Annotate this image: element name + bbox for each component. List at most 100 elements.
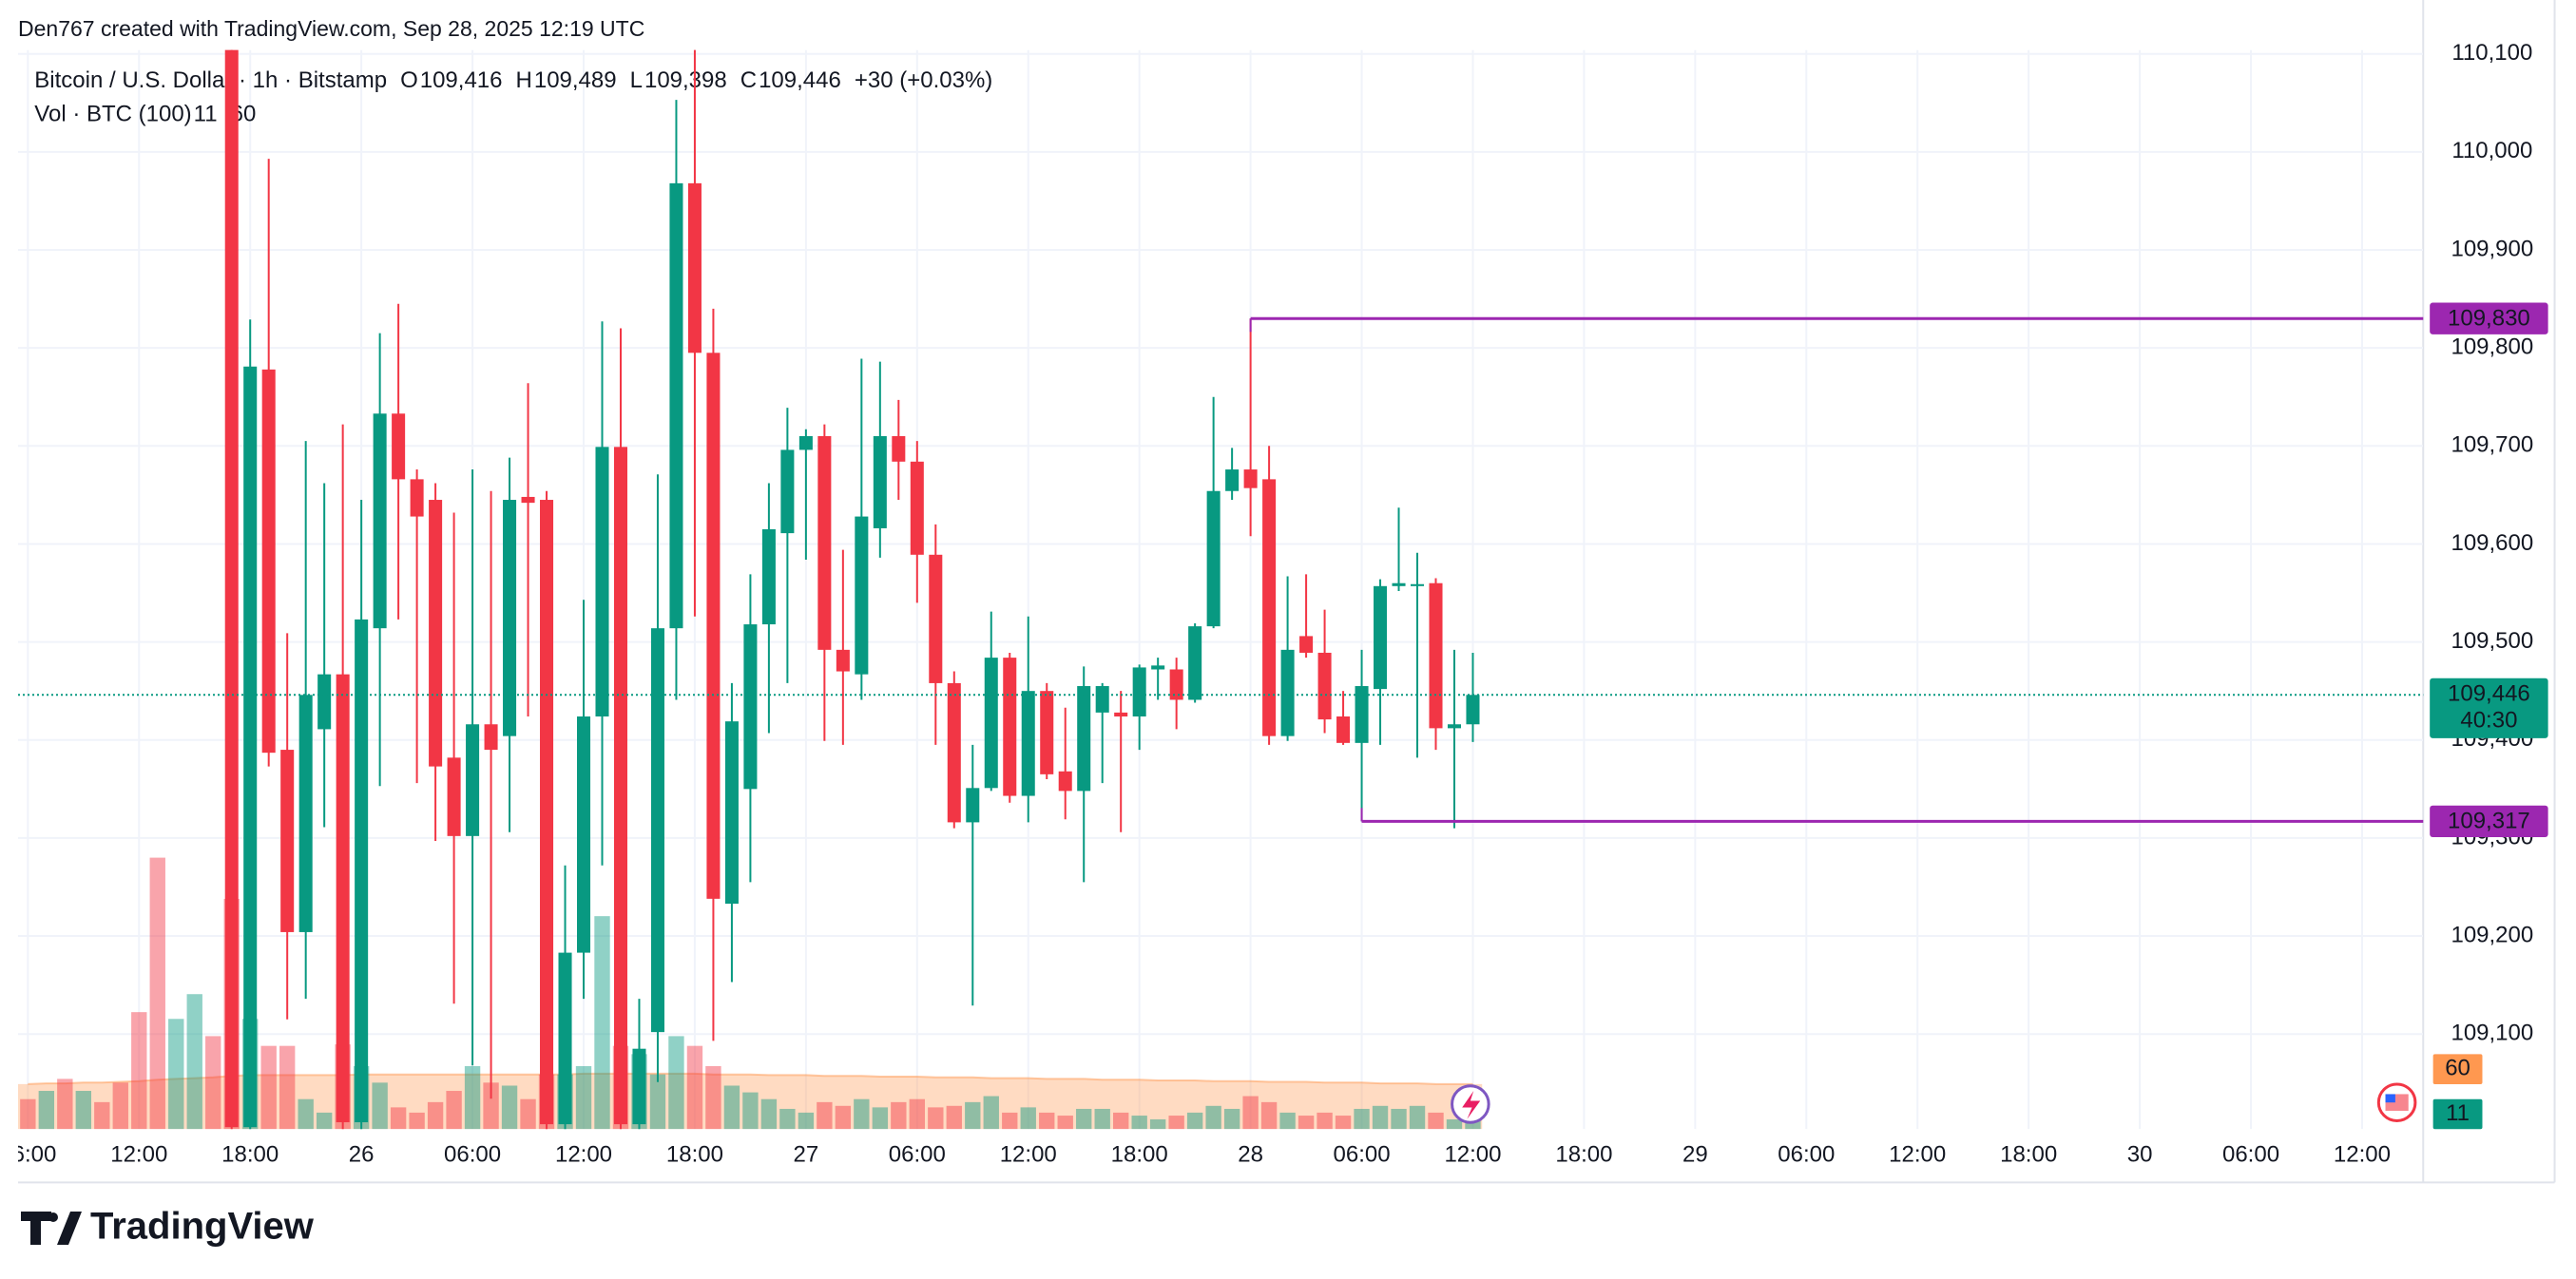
- header-symbol: Bitcoin / U.S. Dollar · 1h · Bitstamp: [34, 67, 387, 93]
- volume-bar: [1335, 1116, 1352, 1130]
- header-vol-label: Vol · BTC (100): [34, 101, 191, 126]
- candle-body: [429, 500, 443, 767]
- price-label-box: [2430, 805, 2548, 838]
- x-tick-label: 18:00: [2000, 1142, 2057, 1168]
- candle-body: [1392, 582, 1406, 586]
- volume-bar: [854, 1098, 870, 1130]
- candle-body: [466, 724, 480, 836]
- volume-ma-label: 60: [2445, 1056, 2470, 1081]
- header-l-label: L: [630, 67, 643, 93]
- candle-body: [1095, 686, 1109, 713]
- volume-bar: [1113, 1112, 1129, 1130]
- volume-bar: [1465, 1120, 1481, 1130]
- candle-body: [1003, 658, 1017, 796]
- x-tick-label: 12:00: [2334, 1142, 2391, 1168]
- volume-bar: [279, 1045, 296, 1130]
- x-tick-label: 06:00: [1778, 1142, 1835, 1168]
- volume-bar: [742, 1092, 759, 1130]
- candle-body: [576, 716, 591, 953]
- header-h: 109,489: [534, 67, 617, 93]
- header-o-label: O: [400, 67, 418, 93]
- candle-body: [484, 724, 498, 751]
- header-c-label: C: [740, 67, 757, 93]
- candle-body: [1225, 469, 1240, 491]
- volume-ma-area: [18, 1073, 1483, 1130]
- header-c: 109,446: [759, 67, 841, 93]
- x-tick-label: 12:00: [1000, 1142, 1057, 1168]
- header-o: 109,416: [420, 67, 503, 93]
- candle-body: [780, 449, 795, 534]
- y-tick-label: 109,200: [2451, 922, 2533, 947]
- candle-body: [392, 413, 406, 480]
- volume-bar: [946, 1105, 962, 1130]
- volume-bar: [1168, 1116, 1184, 1130]
- volume-ma: [28, 1072, 1473, 1085]
- volume-bar: [1076, 1108, 1092, 1130]
- volume-bar: [1446, 1119, 1463, 1130]
- volume-bar: [760, 1098, 778, 1130]
- volume-bar: [1391, 1108, 1407, 1130]
- x-tick-label: 18:00: [221, 1142, 279, 1168]
- volume-bar: [1298, 1116, 1315, 1130]
- candle-body: [447, 757, 461, 836]
- price-label: 109,317: [2448, 809, 2530, 834]
- volume-bar: [835, 1105, 852, 1130]
- x-tick-label: 06:00: [1334, 1142, 1391, 1168]
- volume-bar: [501, 1085, 518, 1130]
- volume-bar: [1205, 1105, 1221, 1130]
- candle-body: [1206, 490, 1221, 627]
- volume-bar: [483, 1082, 499, 1130]
- candle-body: [613, 447, 628, 1125]
- candle-body: [1169, 669, 1183, 700]
- x-tick-label: 30: [2127, 1142, 2153, 1168]
- candle-body: [669, 182, 683, 629]
- candle-body: [373, 413, 387, 629]
- x-axis: 06:00 12:00 18:00 26 06:00 12:00 18:00 27 06:00 1…: [18, 1142, 2391, 1168]
- volume-bar: [1057, 1116, 1073, 1130]
- candle-body: [743, 624, 758, 790]
- candle-body: [1280, 649, 1295, 736]
- header-l: 109,398: [644, 67, 727, 93]
- volume-bar: [1131, 1116, 1147, 1130]
- y-tick-label: 109,800: [2451, 334, 2533, 359]
- volume-bar: [38, 1091, 55, 1130]
- candle-body: [336, 674, 350, 1123]
- y-tick-label: 109,700: [2451, 432, 2533, 458]
- x-tick-label: 06:00: [2222, 1142, 2279, 1168]
- candle-body: [1466, 695, 1480, 725]
- volume-bar: [817, 1101, 833, 1130]
- candle-body: [1040, 691, 1054, 774]
- volume-bar: [205, 1036, 221, 1130]
- x-tick-label: 29: [1682, 1142, 1708, 1168]
- volume-bar: [891, 1101, 907, 1130]
- header-vol: 11: [194, 101, 218, 126]
- volume-bar: [1428, 1112, 1444, 1130]
- volume-bar: [520, 1098, 536, 1130]
- candle-body: [1262, 479, 1277, 736]
- x-tick-label: 06:00: [444, 1142, 501, 1168]
- x-tick-label: 26: [349, 1142, 375, 1168]
- volume-bar: [1094, 1108, 1110, 1130]
- volume-bar: [594, 916, 610, 1130]
- logo-dot: [48, 1212, 58, 1222]
- volume-bar: [57, 1079, 73, 1130]
- volume-bar: [1279, 1112, 1296, 1130]
- candle-body: [1114, 712, 1128, 717]
- candle-body: [1317, 652, 1332, 720]
- candle-body: [317, 674, 332, 730]
- volume-bar: [446, 1091, 462, 1130]
- candle-body: [817, 435, 832, 650]
- x-tick-label: 28: [1238, 1142, 1263, 1168]
- volume-bar: [909, 1098, 925, 1130]
- candle-body: [280, 750, 295, 932]
- volume-bar: [168, 1019, 184, 1130]
- candle-body: [724, 721, 739, 905]
- candle-body: [521, 496, 535, 504]
- candle-body: [929, 554, 943, 683]
- volume-bar: [1002, 1112, 1018, 1130]
- candle-body: [1410, 583, 1425, 586]
- candle-body: [503, 500, 517, 736]
- price-label: 109,830: [2448, 306, 2530, 332]
